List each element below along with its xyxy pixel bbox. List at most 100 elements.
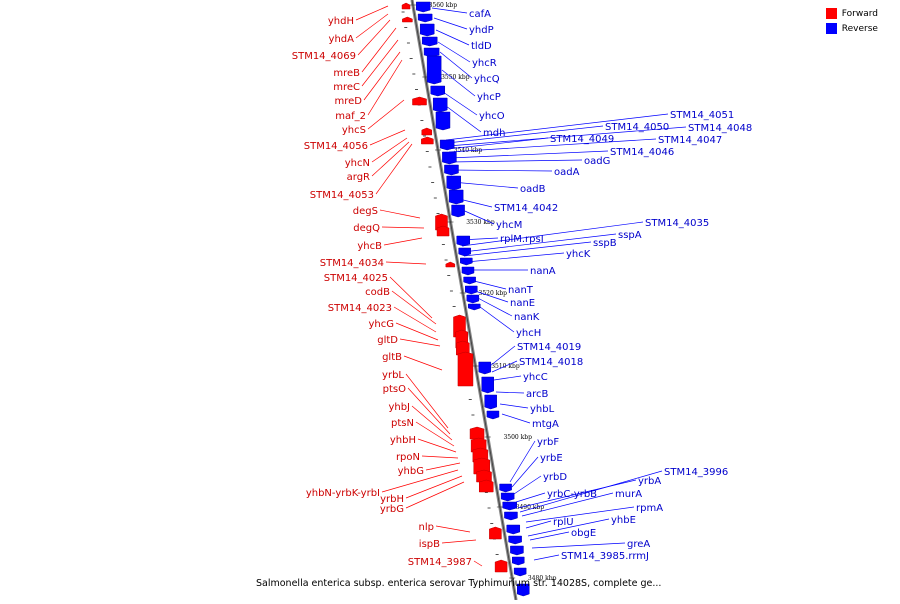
- reverse-gene-label[interactable]: yhcR: [472, 58, 497, 69]
- forward-gene-feature[interactable]: [476, 469, 492, 483]
- reverse-gene-label[interactable]: greA: [627, 539, 650, 550]
- reverse-gene-feature[interactable]: [421, 36, 438, 47]
- reverse-gene-feature[interactable]: [446, 175, 461, 191]
- reverse-gene-label[interactable]: yhcK: [566, 249, 591, 260]
- reverse-gene-label[interactable]: nanT: [508, 285, 534, 296]
- forward-gene-label[interactable]: STM14_4025: [324, 273, 388, 284]
- reverse-gene-feature[interactable]: [510, 545, 524, 556]
- reverse-gene-feature[interactable]: [430, 85, 446, 97]
- reverse-gene-feature[interactable]: [417, 13, 433, 23]
- reverse-gene-feature[interactable]: [511, 556, 525, 566]
- reverse-gene-feature[interactable]: [465, 285, 478, 295]
- reverse-gene-feature[interactable]: [415, 1, 431, 13]
- reverse-gene-feature[interactable]: [463, 276, 476, 285]
- forward-gene-label[interactable]: degQ: [353, 223, 380, 234]
- forward-gene-label[interactable]: yhdA: [329, 34, 355, 45]
- forward-gene-label[interactable]: STM14_4034: [320, 258, 384, 269]
- reverse-gene-label[interactable]: tldD: [471, 41, 492, 52]
- reverse-gene-feature[interactable]: [484, 394, 497, 410]
- forward-gene-feature[interactable]: [436, 225, 450, 237]
- forward-gene-label[interactable]: rpoN: [396, 452, 420, 463]
- reverse-gene-label[interactable]: STM14_4019: [517, 342, 581, 353]
- reverse-gene-feature[interactable]: [458, 247, 471, 257]
- forward-gene-label[interactable]: mreB: [333, 68, 360, 79]
- reverse-gene-label[interactable]: yhcP: [477, 92, 501, 103]
- forward-gene-label[interactable]: ispB: [419, 539, 440, 550]
- forward-gene-label[interactable]: ptsN: [391, 418, 414, 429]
- forward-gene-label[interactable]: gltB: [382, 352, 402, 363]
- forward-gene-label[interactable]: maf_2: [335, 111, 366, 122]
- forward-gene-label[interactable]: argR: [347, 172, 370, 183]
- forward-gene-feature[interactable]: [445, 261, 456, 268]
- reverse-gene-label[interactable]: yhcC: [523, 372, 548, 383]
- reverse-gene-feature[interactable]: [486, 410, 500, 420]
- forward-gene-label[interactable]: yhbG: [398, 466, 424, 477]
- reverse-gene-feature[interactable]: [451, 204, 465, 218]
- reverse-gene-feature[interactable]: [517, 583, 530, 597]
- reverse-gene-feature[interactable]: [442, 151, 457, 165]
- reverse-gene-label[interactable]: mdh: [483, 128, 505, 139]
- forward-gene-feature[interactable]: [457, 351, 474, 387]
- reverse-gene-feature[interactable]: [506, 524, 521, 535]
- reverse-gene-feature[interactable]: [423, 47, 440, 58]
- reverse-gene-label[interactable]: STM14_4050: [605, 122, 669, 133]
- reverse-gene-feature[interactable]: [513, 567, 527, 577]
- reverse-gene-label[interactable]: nanA: [530, 266, 556, 277]
- reverse-gene-feature[interactable]: [456, 235, 471, 247]
- reverse-gene-label[interactable]: yhcQ: [474, 74, 500, 85]
- reverse-gene-label[interactable]: yrbC-yrbB: [547, 489, 597, 500]
- forward-gene-label[interactable]: yhdH: [328, 16, 354, 27]
- reverse-gene-feature[interactable]: [439, 139, 455, 151]
- reverse-gene-label[interactable]: STM14_4042: [494, 203, 558, 214]
- forward-gene-label[interactable]: yhbJ: [388, 402, 410, 413]
- reverse-gene-label[interactable]: yrbF: [537, 437, 559, 448]
- forward-gene-label[interactable]: STM14_3987: [408, 557, 472, 568]
- reverse-gene-label[interactable]: rpmA: [636, 503, 663, 514]
- reverse-gene-feature[interactable]: [435, 111, 451, 131]
- forward-gene-label[interactable]: mreD: [335, 96, 363, 107]
- reverse-gene-label[interactable]: oadA: [554, 167, 580, 178]
- reverse-gene-label[interactable]: nanK: [514, 312, 540, 323]
- reverse-gene-feature[interactable]: [432, 97, 448, 113]
- reverse-gene-label[interactable]: obgE: [571, 528, 596, 539]
- reverse-gene-label[interactable]: yhcO: [479, 111, 505, 122]
- forward-gene-label[interactable]: codB: [365, 287, 390, 298]
- reverse-gene-label[interactable]: yrbD: [543, 472, 567, 483]
- forward-gene-label[interactable]: ptsO: [383, 384, 406, 395]
- forward-gene-feature[interactable]: [421, 127, 433, 136]
- forward-gene-label[interactable]: yhcN: [345, 158, 370, 169]
- reverse-gene-label[interactable]: STM14_4048: [688, 123, 752, 134]
- reverse-gene-label[interactable]: STM14_4051: [670, 110, 734, 121]
- forward-gene-label[interactable]: STM14_4056: [304, 141, 368, 152]
- forward-gene-feature[interactable]: [489, 526, 502, 540]
- reverse-gene-label[interactable]: rplM.rpsI: [500, 234, 544, 245]
- reverse-gene-feature[interactable]: [504, 511, 518, 521]
- reverse-gene-label[interactable]: STM14_3996: [664, 467, 728, 478]
- forward-gene-label[interactable]: STM14_4069: [292, 51, 356, 62]
- reverse-gene-feature[interactable]: [461, 266, 475, 276]
- reverse-gene-label[interactable]: murA: [615, 489, 642, 500]
- reverse-gene-label[interactable]: yrbA: [638, 476, 661, 487]
- reverse-gene-label[interactable]: STM14_3985.rrmJ: [561, 551, 649, 562]
- forward-gene-label[interactable]: yhcB: [357, 241, 382, 252]
- reverse-gene-label[interactable]: STM14_4046: [610, 147, 674, 158]
- forward-gene-label[interactable]: STM14_4053: [310, 190, 374, 201]
- reverse-gene-feature[interactable]: [448, 189, 464, 205]
- reverse-gene-label[interactable]: STM14_4047: [658, 135, 722, 146]
- reverse-gene-label[interactable]: yhbE: [611, 515, 636, 526]
- reverse-gene-label[interactable]: rplU: [553, 517, 574, 528]
- forward-gene-feature[interactable]: [401, 2, 411, 10]
- reverse-gene-feature[interactable]: [419, 23, 435, 37]
- reverse-gene-feature[interactable]: [500, 492, 515, 502]
- reverse-gene-label[interactable]: yhcH: [516, 328, 541, 339]
- reverse-gene-label[interactable]: sspA: [618, 230, 642, 241]
- forward-gene-label[interactable]: yhbN-yrbK-yrbI: [306, 488, 380, 499]
- forward-gene-feature[interactable]: [478, 479, 494, 493]
- forward-gene-feature[interactable]: [412, 96, 427, 106]
- reverse-gene-feature[interactable]: [508, 535, 522, 545]
- reverse-gene-label[interactable]: cafA: [469, 9, 491, 20]
- forward-gene-label[interactable]: STM14_4023: [328, 303, 392, 314]
- reverse-gene-label[interactable]: yrbE: [540, 453, 563, 464]
- reverse-gene-feature[interactable]: [460, 257, 473, 266]
- reverse-gene-label[interactable]: yhdP: [469, 25, 494, 36]
